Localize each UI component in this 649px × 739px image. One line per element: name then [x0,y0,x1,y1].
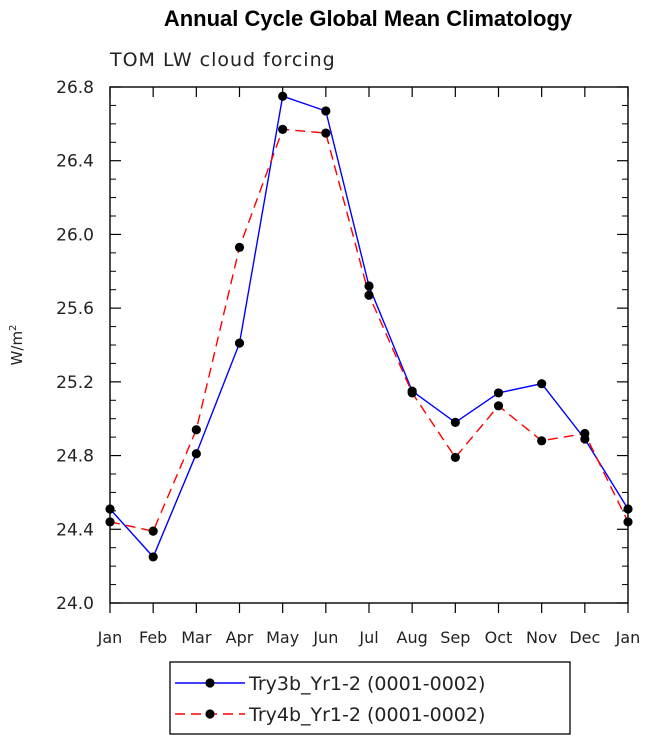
series-2-point [148,526,158,536]
y-tick-label: 26.0 [56,225,94,245]
x-tick-label: Nov [526,628,557,647]
x-tick-label: Dec [569,628,600,647]
x-tick-label: Jan [97,628,123,647]
series-2-point [364,290,374,300]
legend-label-2: Try4b_Yr1-2 (0001-0002) [248,704,485,726]
series-1-point [493,388,504,398]
x-tick-label: Jun [312,628,338,647]
x-tick-label: Sep [440,628,470,647]
plot-axes: 24.0 24.4 24.8 25.2 25.6 26.0 26.4 26.8 Jan Feb Ma… [56,78,640,647]
y-tick-label: 24.4 [56,520,94,540]
x-tick-label: Apr [226,628,254,647]
legend-marker-1 [205,678,215,688]
y-axis-label-text: W/m [8,331,26,366]
series-1-point [450,417,460,427]
series-2-point [580,428,590,439]
y-tick-label: 26.8 [56,78,94,98]
chart-legend: Try3b_Yr1-2 (0001-0002) Try4b_Yr1-2 (0001… [169,661,571,735]
y-tick-label: 24.8 [56,447,94,467]
series-2-point [450,452,460,463]
x-tick-label: May [266,628,299,647]
series-1-point [234,338,245,348]
series-2-point [105,517,115,527]
series-line-1 [109,95,629,559]
series-2-point [407,388,417,398]
y-tick-label: 25.6 [56,299,94,319]
series-1-point [105,504,115,514]
series-2-point [493,401,504,411]
y-tick-label: 26.4 [56,152,94,172]
series-1-point [191,449,201,459]
series-1-point [278,91,288,101]
series-1-point [148,552,158,562]
plot-frame [109,86,629,604]
x-tick-label: Feb [139,628,167,647]
series-2-point [623,517,633,527]
y-axis-label-superscript: 2 [8,325,19,331]
y-axis-label: W/m2 [8,325,26,366]
series-1-point [364,281,374,291]
legend-box [169,661,571,735]
chart-subtitle: TOM LW cloud forcing [109,49,336,71]
y-tick-label: 24.0 [56,594,94,614]
legend-label-1: Try3b_Yr1-2 (0001-0002) [248,673,485,695]
series-line-2 [109,128,629,532]
series-2-point [537,436,547,446]
legend-marker-2 [205,709,215,719]
x-tick-label: Jan [615,628,641,647]
x-tick-label: Aug [397,628,428,647]
series-2-point [278,124,288,134]
series-layer [105,91,633,562]
series-1-point [623,504,633,514]
x-tick-label: Oct [485,628,513,647]
series-2-point [234,242,245,252]
x-tick-label: Jul [358,628,378,647]
series-1-point [321,106,331,116]
series-2-point [321,128,331,138]
x-tick-label: Mar [181,628,212,647]
chart-title: Annual Cycle Global Mean Climatology [164,6,573,31]
y-tick-label: 25.2 [56,373,94,393]
series-1-point [537,379,547,389]
series-2-point [191,425,201,435]
